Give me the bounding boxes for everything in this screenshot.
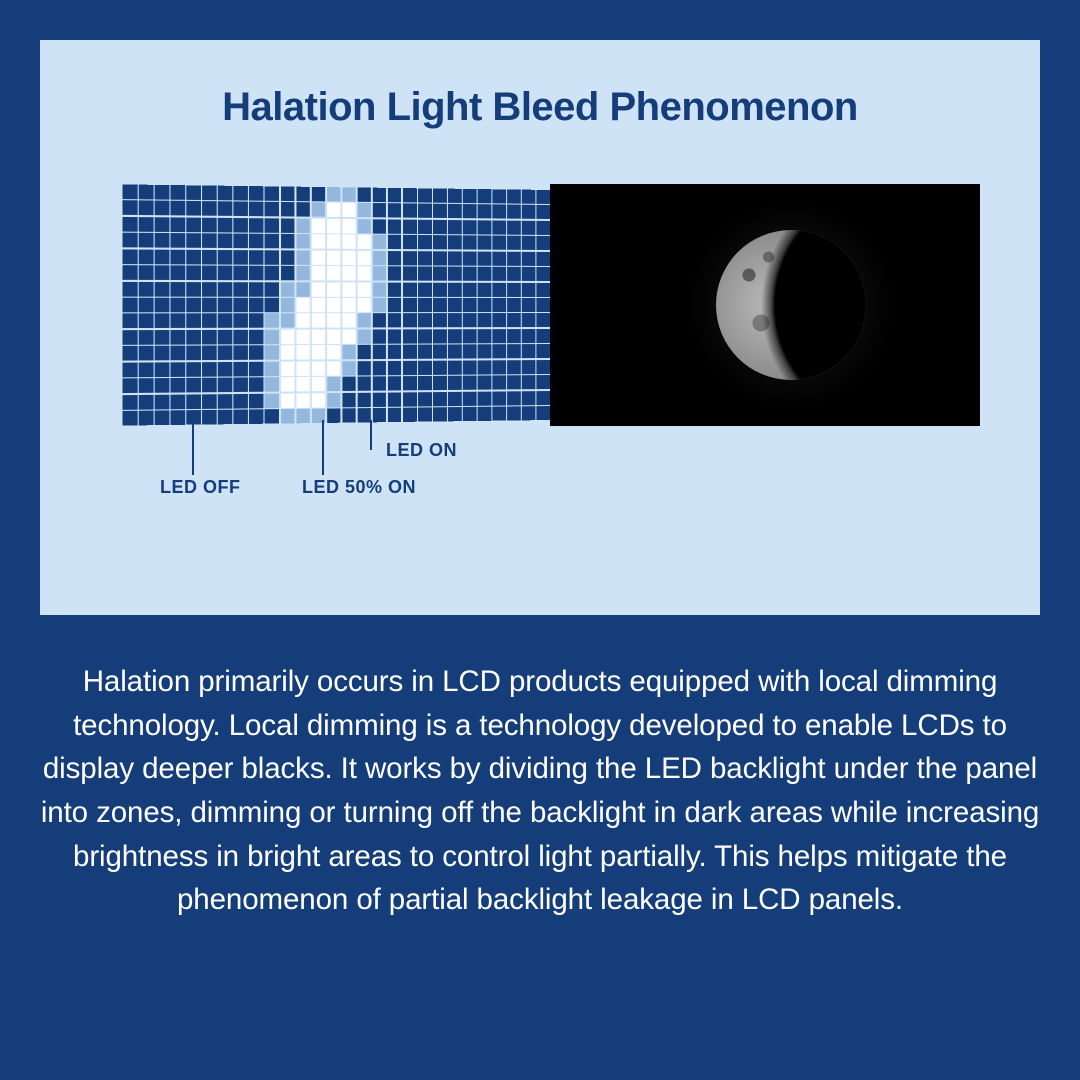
tick-led-on bbox=[370, 420, 372, 450]
label-led-off: LED OFF bbox=[160, 477, 241, 498]
tick-led-off bbox=[192, 420, 194, 475]
label-led-50: LED 50% ON bbox=[302, 477, 416, 498]
diagram-area: LED ON LED 50% ON LED OFF bbox=[130, 190, 950, 520]
label-led-on: LED ON bbox=[386, 440, 457, 461]
infographic-title: Halation Light Bleed Phenomenon bbox=[40, 85, 1040, 130]
moon-shadow bbox=[716, 230, 866, 380]
tick-led-50 bbox=[322, 420, 324, 475]
infographic-card: Halation Light Bleed Phenomenon LED ON L… bbox=[40, 40, 1040, 615]
grid-labels: LED ON LED 50% ON LED OFF bbox=[130, 190, 550, 520]
moon-panel bbox=[550, 184, 980, 426]
body-paragraph: Halation primarily occurs in LCD product… bbox=[40, 660, 1040, 922]
